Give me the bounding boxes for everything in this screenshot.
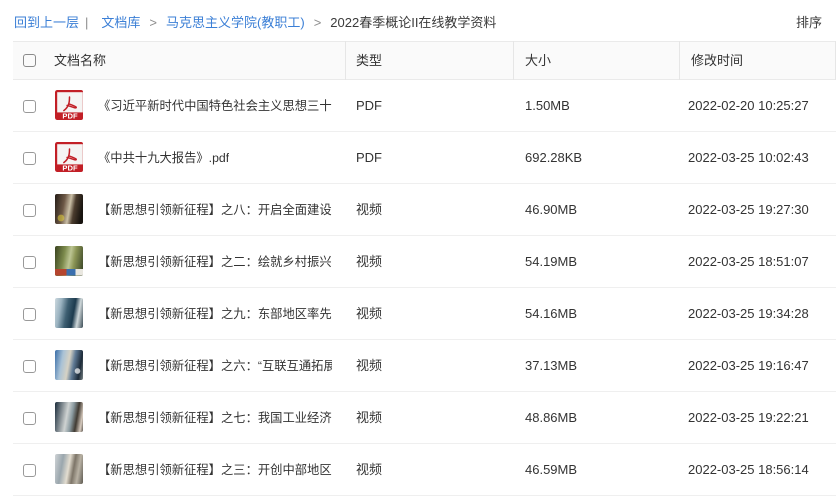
svg-text:PDF: PDF	[62, 164, 78, 172]
svg-text:PDF: PDF	[62, 112, 78, 120]
